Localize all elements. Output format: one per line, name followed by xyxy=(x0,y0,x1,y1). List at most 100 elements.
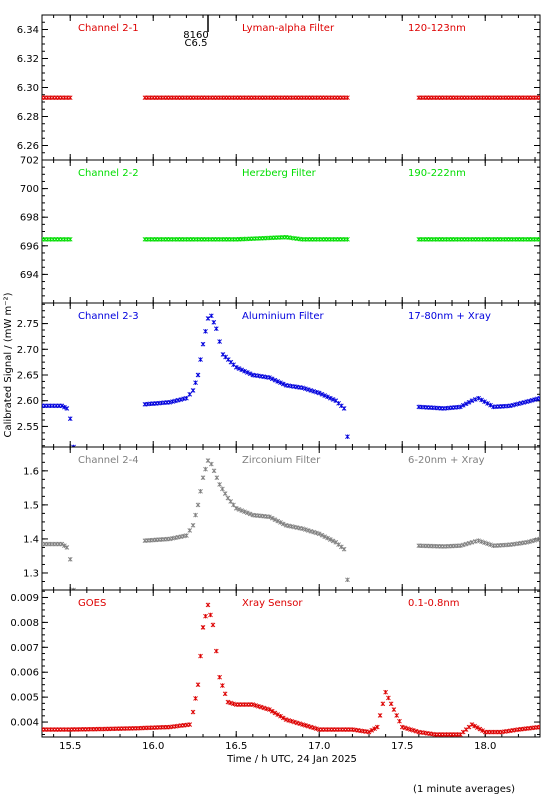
data-point xyxy=(269,708,275,714)
data-point xyxy=(480,728,485,733)
y-tick-label: 0.008 xyxy=(10,618,39,629)
data-point xyxy=(198,488,203,494)
data-point xyxy=(399,724,405,730)
data-point xyxy=(231,701,236,707)
data-point xyxy=(472,397,478,402)
data-point xyxy=(308,388,314,393)
data-point xyxy=(71,444,76,447)
panel-frame xyxy=(41,589,541,738)
data-point xyxy=(488,402,493,408)
data-point xyxy=(305,723,311,729)
data-point xyxy=(529,397,535,403)
y-tick-label: 2.70 xyxy=(17,345,39,356)
data-point xyxy=(242,509,247,515)
data-point xyxy=(388,701,394,707)
data-point xyxy=(209,461,214,467)
x-tick-label: 17.0 xyxy=(308,741,330,752)
data-point xyxy=(214,475,220,480)
data-point xyxy=(217,339,222,344)
x-tick-label: 17.5 xyxy=(391,741,413,752)
data-point xyxy=(292,719,297,725)
data-point xyxy=(303,723,308,728)
panel-label-1: Channel 2-2 xyxy=(78,168,139,179)
panel-label-3: 190-222nm xyxy=(408,168,466,179)
data-point xyxy=(222,691,228,697)
flare-marker-label: 8160 xyxy=(183,30,208,41)
data-point xyxy=(280,715,286,721)
data-point xyxy=(527,398,532,404)
data-point xyxy=(369,728,375,733)
panel-label-3: 6-20nm + Xray xyxy=(408,455,485,466)
data-point xyxy=(187,722,193,727)
data-point xyxy=(250,702,256,707)
data-point xyxy=(220,486,225,492)
panel-frame xyxy=(41,159,541,304)
data-point xyxy=(228,499,234,504)
data-point xyxy=(308,528,314,534)
data-point xyxy=(330,397,336,402)
data-point xyxy=(366,729,372,735)
data-point xyxy=(463,541,469,547)
data-point xyxy=(394,713,400,718)
data-points xyxy=(42,95,540,100)
data-point xyxy=(244,510,250,516)
y-tick-label: 0.009 xyxy=(10,593,39,604)
y-tick-label: 1.3 xyxy=(23,568,39,579)
data-point xyxy=(280,521,286,527)
panel-label-2: Herzberg Filter xyxy=(242,168,317,179)
data-point xyxy=(67,95,73,100)
data-point xyxy=(300,385,305,391)
data-point xyxy=(280,381,286,387)
data-point xyxy=(236,507,242,512)
data-point xyxy=(397,718,402,724)
panel-2: 694 696 698 700 702 Channel 2-2 Herzberg Filte… xyxy=(20,156,541,304)
data-point xyxy=(256,703,261,709)
data-point xyxy=(198,357,203,362)
data-point xyxy=(67,237,73,242)
data-point xyxy=(336,542,341,547)
data-point xyxy=(524,540,530,545)
data-point xyxy=(198,653,203,659)
data-point xyxy=(242,368,247,374)
data-point xyxy=(311,725,317,731)
data-point xyxy=(476,538,481,543)
data-point xyxy=(253,703,258,708)
data-point xyxy=(316,390,322,396)
data-point xyxy=(314,389,319,395)
data-point xyxy=(460,403,466,408)
panel-4: 1.3 1.4 1.5 1.6 Channel 2-4 Zirconium Filter 6… xyxy=(23,446,541,591)
data-point xyxy=(319,532,325,538)
y-tick-label: 0.005 xyxy=(10,693,39,704)
data-point xyxy=(413,728,419,734)
data-point xyxy=(211,319,217,325)
data-point xyxy=(325,535,330,541)
data-point xyxy=(272,710,278,716)
data-point xyxy=(345,237,350,242)
data-point xyxy=(225,495,231,501)
y-tick-label: 6.34 xyxy=(17,25,39,36)
data-point xyxy=(200,625,206,630)
data-point xyxy=(203,466,208,472)
data-point xyxy=(305,528,311,533)
data-point xyxy=(300,526,305,532)
panel-label-1: Channel 2-3 xyxy=(78,311,139,322)
panel-5: 0.004 0.005 0.006 0.007 0.008 0.009 GOES Xray S… xyxy=(10,589,541,738)
data-point xyxy=(267,375,272,380)
data-point xyxy=(297,721,303,727)
data-point xyxy=(466,540,472,546)
panel-label-3: 0.1-0.8nm xyxy=(408,598,460,609)
data-point xyxy=(466,399,472,405)
data-point xyxy=(200,341,206,347)
data-point xyxy=(330,538,336,544)
data-point xyxy=(345,95,350,100)
data-point xyxy=(319,391,325,397)
y-tick-label: 6.28 xyxy=(17,112,39,123)
data-point xyxy=(228,700,234,706)
data-point xyxy=(482,399,487,404)
data-point xyxy=(217,674,222,680)
data-point xyxy=(402,725,408,731)
data-point xyxy=(193,512,198,518)
y-tick-label: 1.5 xyxy=(23,500,39,511)
data-points xyxy=(42,602,540,737)
y-tick-label: 696 xyxy=(20,241,39,252)
